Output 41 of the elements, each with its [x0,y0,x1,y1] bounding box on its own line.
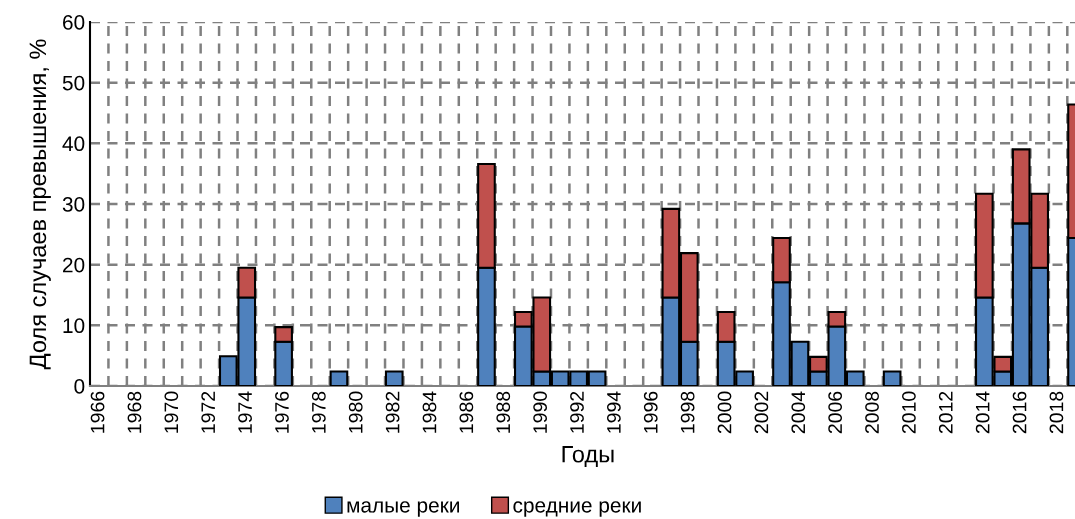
bar [882,370,902,386]
y-tick-label: 30 [62,197,85,212]
x-tick-label: 1986 [459,391,474,433]
x-tick-label: 2016 [1012,391,1027,434]
y-tick-label: 20 [63,257,85,273]
x-tick-label: 1996 [643,391,658,433]
x-tick-label: 1988 [496,391,511,433]
x-tick-label: 2002 [754,391,769,434]
x-tick-label: 1976 [275,391,289,433]
x-tick-label: 1998 [680,391,695,433]
legend-label: средние реки [513,501,641,517]
x-tick-label: 2012 [938,391,953,434]
legend-label: малые реки [347,501,459,517]
x-tick-label: 2014 [975,391,990,434]
y-tick-label: 0 [74,379,85,394]
x-tick-label: 1978 [311,391,326,433]
x-tick-label: 1980 [348,391,363,433]
y-tick-label: 40 [62,136,85,152]
x-tick-label: 2006 [828,391,843,434]
x-tick-label: 1970 [164,391,179,433]
x-tick-label: 1984 [422,391,437,433]
x-tick-label: 1992 [570,391,584,433]
x-tick-label: 1966 [90,391,105,433]
x-axis-title: Годы [562,446,614,468]
bar [329,370,349,386]
y-tick-label: 50 [62,75,85,91]
x-tick-label: 1994 [606,391,621,433]
y-tick-label: 10 [63,318,85,334]
y-tick-label: 60 [63,15,85,30]
y-axis-title: Доля случаев превышения, % [29,39,51,370]
x-tick-label: 1968 [127,391,142,433]
x-tick-label: 2008 [865,391,879,434]
bar [384,370,404,386]
x-tick-label: 2004 [791,391,806,434]
x-tick-label: 2000 [717,391,732,434]
x-tick-label: 1974 [238,391,252,433]
x-tick-label: 2018 [1049,391,1064,434]
x-tick-label: 1972 [201,391,216,433]
x-tick-label: 1990 [533,391,547,433]
x-tick-label: 1982 [385,391,400,433]
x-tick-label: 2010 [902,391,916,434]
